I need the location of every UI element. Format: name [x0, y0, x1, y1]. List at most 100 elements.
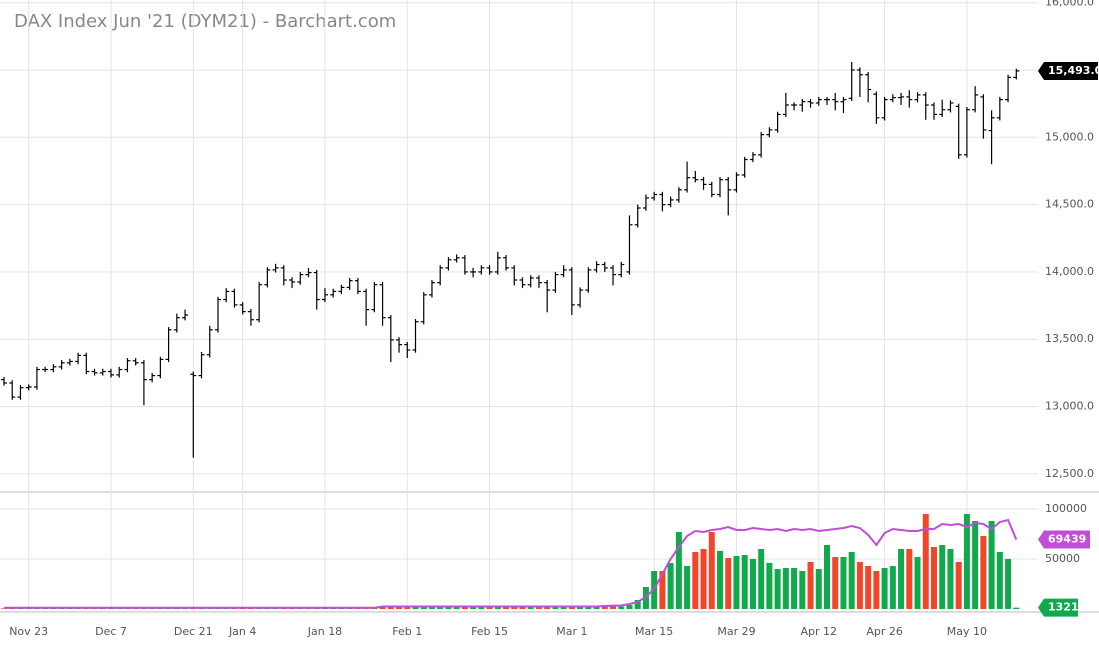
volume-bar	[848, 552, 855, 609]
volume-bar	[996, 552, 1003, 609]
volume-bar	[922, 514, 929, 609]
volume-bar	[717, 551, 724, 609]
y-tick-label: 13,500.0	[1045, 332, 1094, 345]
y-tick-label: 13,000.0	[1045, 400, 1094, 413]
volume-bar	[387, 606, 394, 609]
volume-bar	[437, 606, 444, 609]
volume-bar	[955, 562, 962, 609]
volume-bar	[840, 557, 847, 609]
volume-bar	[610, 604, 617, 609]
y-tick-label: 14,000.0	[1045, 265, 1094, 278]
volume-bar	[947, 549, 954, 609]
volume-bar	[963, 514, 970, 609]
volume-bar	[914, 557, 921, 609]
volume-bar	[972, 521, 979, 609]
volume-bar	[758, 549, 765, 609]
volume-bar	[675, 532, 682, 609]
volume-bar	[774, 569, 781, 609]
volume-bar	[659, 571, 666, 609]
x-tick-label: Apr 12	[801, 625, 838, 638]
volume-bar	[980, 536, 987, 609]
average-label: 69439	[1048, 533, 1086, 546]
y-tick-label: 16,000.0	[1045, 0, 1094, 9]
volume-bar	[1013, 607, 1020, 609]
volume-bar	[692, 552, 699, 609]
volume-bar	[807, 562, 814, 609]
x-tick-label: Apr 26	[866, 625, 903, 638]
volume-tick-label: 50000	[1045, 552, 1080, 565]
volume-bar	[494, 606, 501, 609]
average-label-box	[1038, 530, 1090, 549]
volume-bar	[585, 606, 592, 609]
volume-bar	[478, 606, 485, 609]
volume-bar	[824, 545, 830, 609]
x-tick-label: Nov 23	[9, 625, 48, 638]
last-volume-label: 1321	[1048, 601, 1079, 614]
x-tick-label: Mar 1	[556, 625, 587, 638]
volume-bar	[412, 607, 419, 609]
volume-bar	[503, 606, 510, 609]
volume-bar	[684, 566, 691, 609]
x-tick-label: Mar 29	[717, 625, 755, 638]
last-volume-label-box	[1038, 598, 1078, 617]
chart-title: DAX Index Jun '21 (DYM21) - Barchart.com	[14, 11, 396, 32]
volume-bar	[626, 605, 633, 609]
volume-bar	[741, 555, 748, 609]
volume-bar	[939, 545, 946, 609]
volume-bar	[601, 605, 608, 609]
average-line	[4, 518, 1018, 609]
x-tick-label: Feb 15	[471, 625, 508, 638]
volume-bar	[881, 568, 888, 609]
volume-bar	[865, 566, 872, 609]
volume-bar	[544, 606, 551, 609]
y-tick-label: 12,500.0	[1045, 467, 1094, 480]
volume-bar	[618, 606, 625, 609]
volume-bar	[930, 547, 937, 609]
volume-bar	[461, 606, 468, 609]
volume-bar	[453, 606, 460, 609]
volume-bar	[379, 606, 386, 609]
volume-bar	[898, 549, 905, 609]
y-tick-label: 15,000.0	[1045, 130, 1094, 143]
volume-bar	[906, 549, 913, 609]
volume-bar	[856, 562, 863, 609]
x-tick-label: Dec 21	[174, 625, 213, 638]
volume-bar	[988, 521, 995, 609]
volume-bar	[749, 559, 756, 609]
volume-bar	[568, 606, 575, 609]
volume-bar	[733, 556, 740, 609]
volume-bar	[873, 571, 880, 609]
volume-bar	[634, 600, 641, 609]
last-price-label: 15,493.0	[1048, 64, 1099, 77]
volume-bar	[519, 606, 526, 609]
volume-tick-label: 100000	[1045, 502, 1087, 515]
volume-bar	[708, 532, 715, 609]
volume-bar	[552, 606, 559, 609]
volume-bar	[766, 563, 773, 609]
volume-bar	[667, 563, 674, 609]
volume-bar	[832, 557, 839, 609]
volume-bar	[700, 549, 707, 609]
x-tick-label: May 10	[947, 625, 987, 638]
x-tick-label: Mar 15	[635, 625, 673, 638]
volume-bar	[782, 568, 789, 609]
last-price-label-box	[1038, 61, 1098, 80]
volume-bar	[511, 606, 518, 609]
volume-bar	[889, 566, 896, 609]
volume-bar	[470, 606, 477, 609]
volume-bar	[527, 606, 534, 609]
x-tick-label: Jan 18	[307, 625, 342, 638]
y-tick-label: 14,500.0	[1045, 198, 1094, 211]
volume-bar	[404, 606, 411, 609]
volume-bar	[1005, 559, 1012, 609]
volume-bar	[420, 606, 427, 609]
volume-bar	[799, 571, 806, 609]
volume-bar	[577, 606, 584, 609]
volume-bar	[535, 606, 542, 609]
volume-bar	[815, 569, 822, 609]
x-tick-label: Feb 1	[392, 625, 422, 638]
volume-bar	[428, 606, 435, 609]
